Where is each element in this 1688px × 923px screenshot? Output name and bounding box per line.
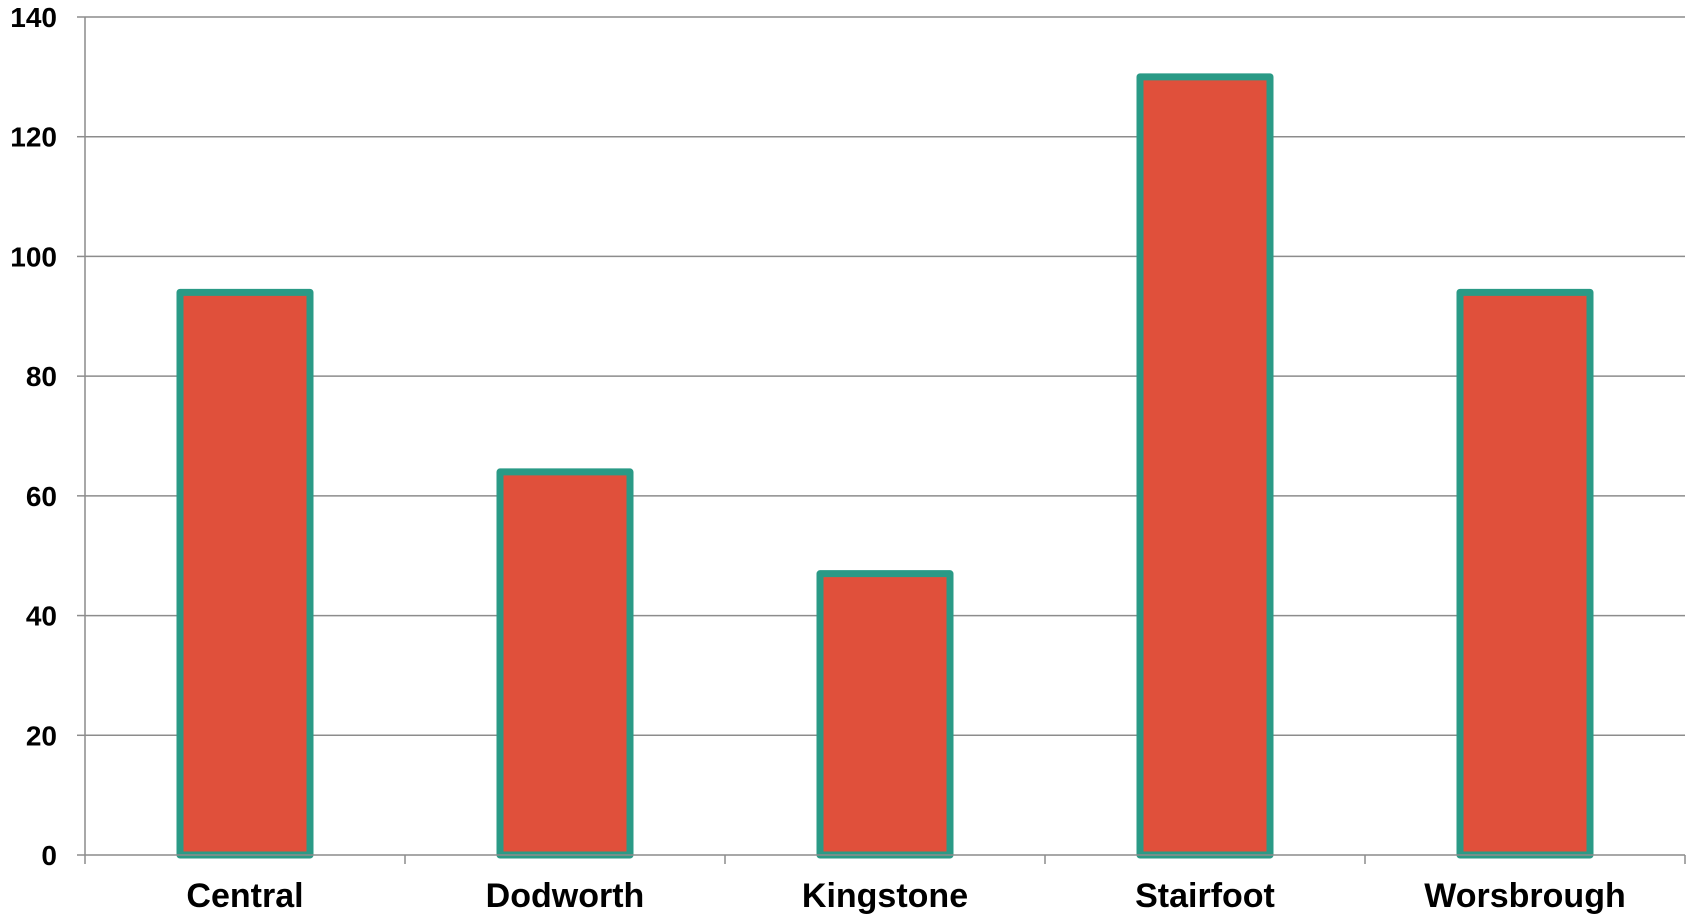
y-tick-labels: 0 20 40 60 80 100 120 140 bbox=[10, 2, 57, 871]
x-category-label-stairfoot: Stairfoot bbox=[1135, 877, 1275, 915]
y-tick-label-20: 20 bbox=[26, 720, 57, 751]
bars bbox=[176, 73, 1594, 859]
y-tick-label-60: 60 bbox=[26, 481, 57, 512]
x-category-label-worsbrough: Worsbrough bbox=[1424, 877, 1625, 915]
x-category-label-kingstone: Kingstone bbox=[802, 877, 968, 915]
y-tick-label-100: 100 bbox=[10, 241, 57, 272]
bar-central bbox=[176, 288, 314, 859]
y-tick-label-120: 120 bbox=[10, 122, 57, 153]
gridlines bbox=[85, 16, 1685, 737]
y-tick-label-80: 80 bbox=[26, 361, 57, 392]
x-category-label-dodworth: Dodworth bbox=[486, 877, 645, 915]
y-tick-label-40: 40 bbox=[26, 601, 57, 632]
bar-worsbrough bbox=[1456, 288, 1594, 859]
axes bbox=[77, 16, 1686, 864]
x-category-label-central: Central bbox=[186, 877, 303, 915]
x-category-labels: Central Dodworth Kingstone Stairfoot Worsbro… bbox=[186, 877, 1625, 915]
y-tick-label-0: 0 bbox=[41, 840, 57, 871]
y-tick-label-140: 140 bbox=[10, 2, 57, 33]
bar-stairfoot bbox=[1136, 73, 1274, 859]
bar-kingstone bbox=[816, 570, 954, 859]
bar-dodworth bbox=[496, 468, 634, 859]
